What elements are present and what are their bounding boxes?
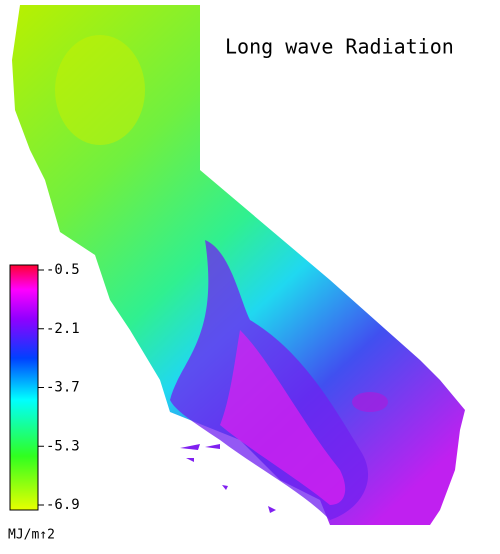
colorbar-tick-label: -5.3 <box>46 438 80 454</box>
colorbar-unit: MJ/m↑2 <box>8 528 55 543</box>
map-title: Long wave Radiation <box>225 35 454 59</box>
colorbar-tick-label: -3.7 <box>46 380 80 396</box>
colorbar-tick-label: -0.5 <box>46 262 80 278</box>
colorbar-ticks: -0.5 -2.1 -3.7 -5.3 -6.9 <box>38 262 80 513</box>
california <box>12 5 465 525</box>
colorbar-tick-label: -6.9 <box>46 497 80 513</box>
colorbar <box>9 264 39 511</box>
colorbar-tick-label: -2.1 <box>46 321 80 337</box>
